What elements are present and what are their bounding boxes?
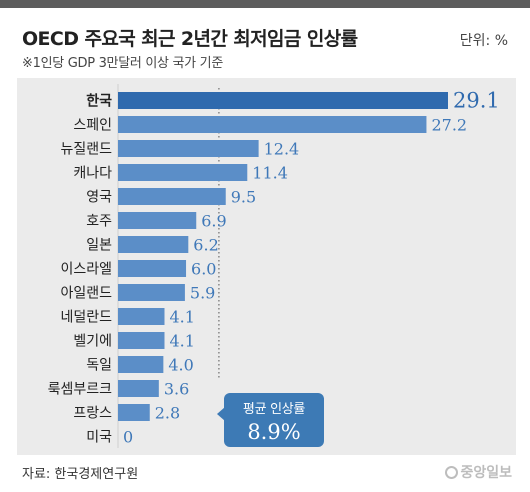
publisher-logo-text: 중앙일보 xyxy=(460,465,512,481)
publisher-logo: 중앙일보 xyxy=(445,462,512,482)
logo-icon xyxy=(445,466,459,479)
data-label: 0 xyxy=(123,428,133,447)
category-label: 독일 xyxy=(86,358,112,374)
bar xyxy=(118,212,197,229)
category-label: 호주 xyxy=(86,214,112,230)
data-label: 2.8 xyxy=(155,404,180,423)
bar xyxy=(118,164,248,181)
category-label: 프랑스 xyxy=(73,406,112,422)
top-bar xyxy=(0,0,530,8)
data-label: 11.4 xyxy=(252,164,288,183)
category-label: 룩셈부르크 xyxy=(48,382,113,398)
bar xyxy=(118,236,189,253)
average-callout-label: 평균 인상률 xyxy=(242,402,306,417)
category-label: 뉴질랜드 xyxy=(60,142,112,158)
data-label: 12.4 xyxy=(264,140,300,159)
bar xyxy=(118,260,187,277)
data-label: 27.2 xyxy=(431,116,467,135)
bar xyxy=(118,404,150,421)
data-label: 6.0 xyxy=(191,260,216,279)
data-label: 4.1 xyxy=(169,308,194,327)
category-label: 영국 xyxy=(86,190,112,206)
category-label: 아일랜드 xyxy=(60,286,112,302)
data-label: 3.6 xyxy=(164,380,189,399)
category-label: 네덜란드 xyxy=(60,310,112,326)
bar xyxy=(118,188,226,205)
bar xyxy=(118,308,165,325)
category-label: 캐나다 xyxy=(73,166,112,182)
chart-panel: 한국 29.1 스페인 27.2 뉴질랜드 12.4 캐나다 11.4 영국 9.5 호주 6.9 일본… xyxy=(17,78,516,455)
bar xyxy=(118,332,165,349)
bar xyxy=(118,116,427,133)
data-label: 4.1 xyxy=(169,332,194,351)
bar xyxy=(118,284,185,301)
data-label: 9.5 xyxy=(231,188,256,207)
category-label: 벨기에 xyxy=(73,334,112,350)
data-label: 4.0 xyxy=(168,356,193,375)
average-callout-value: 8.9% xyxy=(247,420,301,444)
chart-title: OECD 주요국 최근 2년간 최저임금 인상률 xyxy=(22,28,358,50)
category-label: 한국 xyxy=(86,94,112,110)
category-label: 이스라엘 xyxy=(60,262,112,278)
source-note: 자료: 한국경제연구원 xyxy=(22,467,139,482)
category-label: 스페인 xyxy=(73,118,112,134)
bar xyxy=(118,140,259,157)
average-callout: 평균 인상률 8.9% xyxy=(217,393,324,447)
data-label: 6.2 xyxy=(193,236,218,255)
category-label: 일본 xyxy=(86,238,112,254)
bar-chart: 한국 29.1 스페인 27.2 뉴질랜드 12.4 캐나다 11.4 영국 9.5 호주 6.9 일본… xyxy=(48,84,500,448)
bar xyxy=(118,92,448,109)
data-label: 29.1 xyxy=(453,89,500,113)
bar xyxy=(118,380,159,397)
data-label: 5.9 xyxy=(190,284,215,303)
category-label: 미국 xyxy=(86,430,112,446)
chart-subtitle: ※1인당 GDP 3만달러 이상 국가 기준 xyxy=(22,56,223,71)
data-label: 6.9 xyxy=(201,212,226,231)
bar xyxy=(118,356,164,373)
unit-label: 단위: % xyxy=(459,33,508,49)
